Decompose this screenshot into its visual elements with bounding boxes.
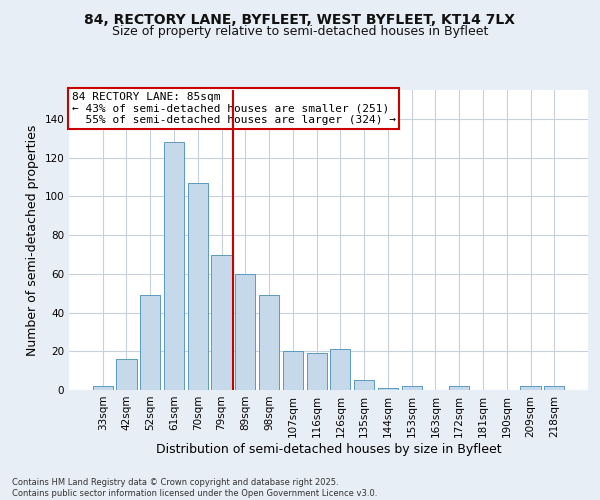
Text: 84 RECTORY LANE: 85sqm
← 43% of semi-detached houses are smaller (251)
  55% of : 84 RECTORY LANE: 85sqm ← 43% of semi-det… bbox=[71, 92, 395, 124]
Bar bbox=[259, 295, 279, 390]
Bar bbox=[164, 142, 184, 390]
Bar bbox=[378, 388, 398, 390]
Bar bbox=[140, 295, 160, 390]
X-axis label: Distribution of semi-detached houses by size in Byfleet: Distribution of semi-detached houses by … bbox=[155, 442, 502, 456]
Bar bbox=[283, 352, 303, 390]
Bar bbox=[116, 359, 137, 390]
Bar bbox=[401, 386, 422, 390]
Bar bbox=[235, 274, 256, 390]
Text: Size of property relative to semi-detached houses in Byfleet: Size of property relative to semi-detach… bbox=[112, 25, 488, 38]
Text: Contains HM Land Registry data © Crown copyright and database right 2025.
Contai: Contains HM Land Registry data © Crown c… bbox=[12, 478, 377, 498]
Bar bbox=[354, 380, 374, 390]
Bar bbox=[330, 350, 350, 390]
Bar bbox=[520, 386, 541, 390]
Y-axis label: Number of semi-detached properties: Number of semi-detached properties bbox=[26, 124, 39, 356]
Bar bbox=[211, 254, 232, 390]
Bar bbox=[92, 386, 113, 390]
Bar bbox=[449, 386, 469, 390]
Bar bbox=[544, 386, 565, 390]
Bar bbox=[188, 183, 208, 390]
Text: 84, RECTORY LANE, BYFLEET, WEST BYFLEET, KT14 7LX: 84, RECTORY LANE, BYFLEET, WEST BYFLEET,… bbox=[85, 12, 515, 26]
Bar bbox=[307, 353, 327, 390]
